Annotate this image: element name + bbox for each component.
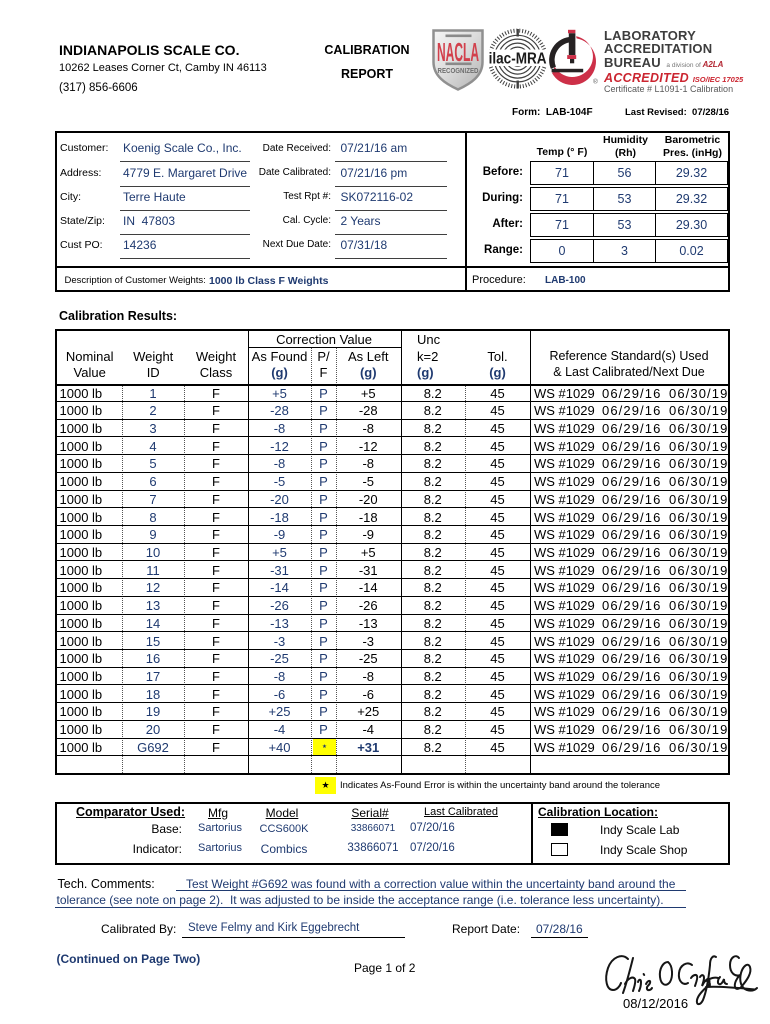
svg-text:®: ® <box>593 78 598 86</box>
svg-text:ilac-MRA: ilac-MRA <box>489 51 547 68</box>
svg-text:NACLA: NACLA <box>437 37 479 67</box>
svg-text:RECOGNIZED: RECOGNIZED <box>438 66 479 75</box>
